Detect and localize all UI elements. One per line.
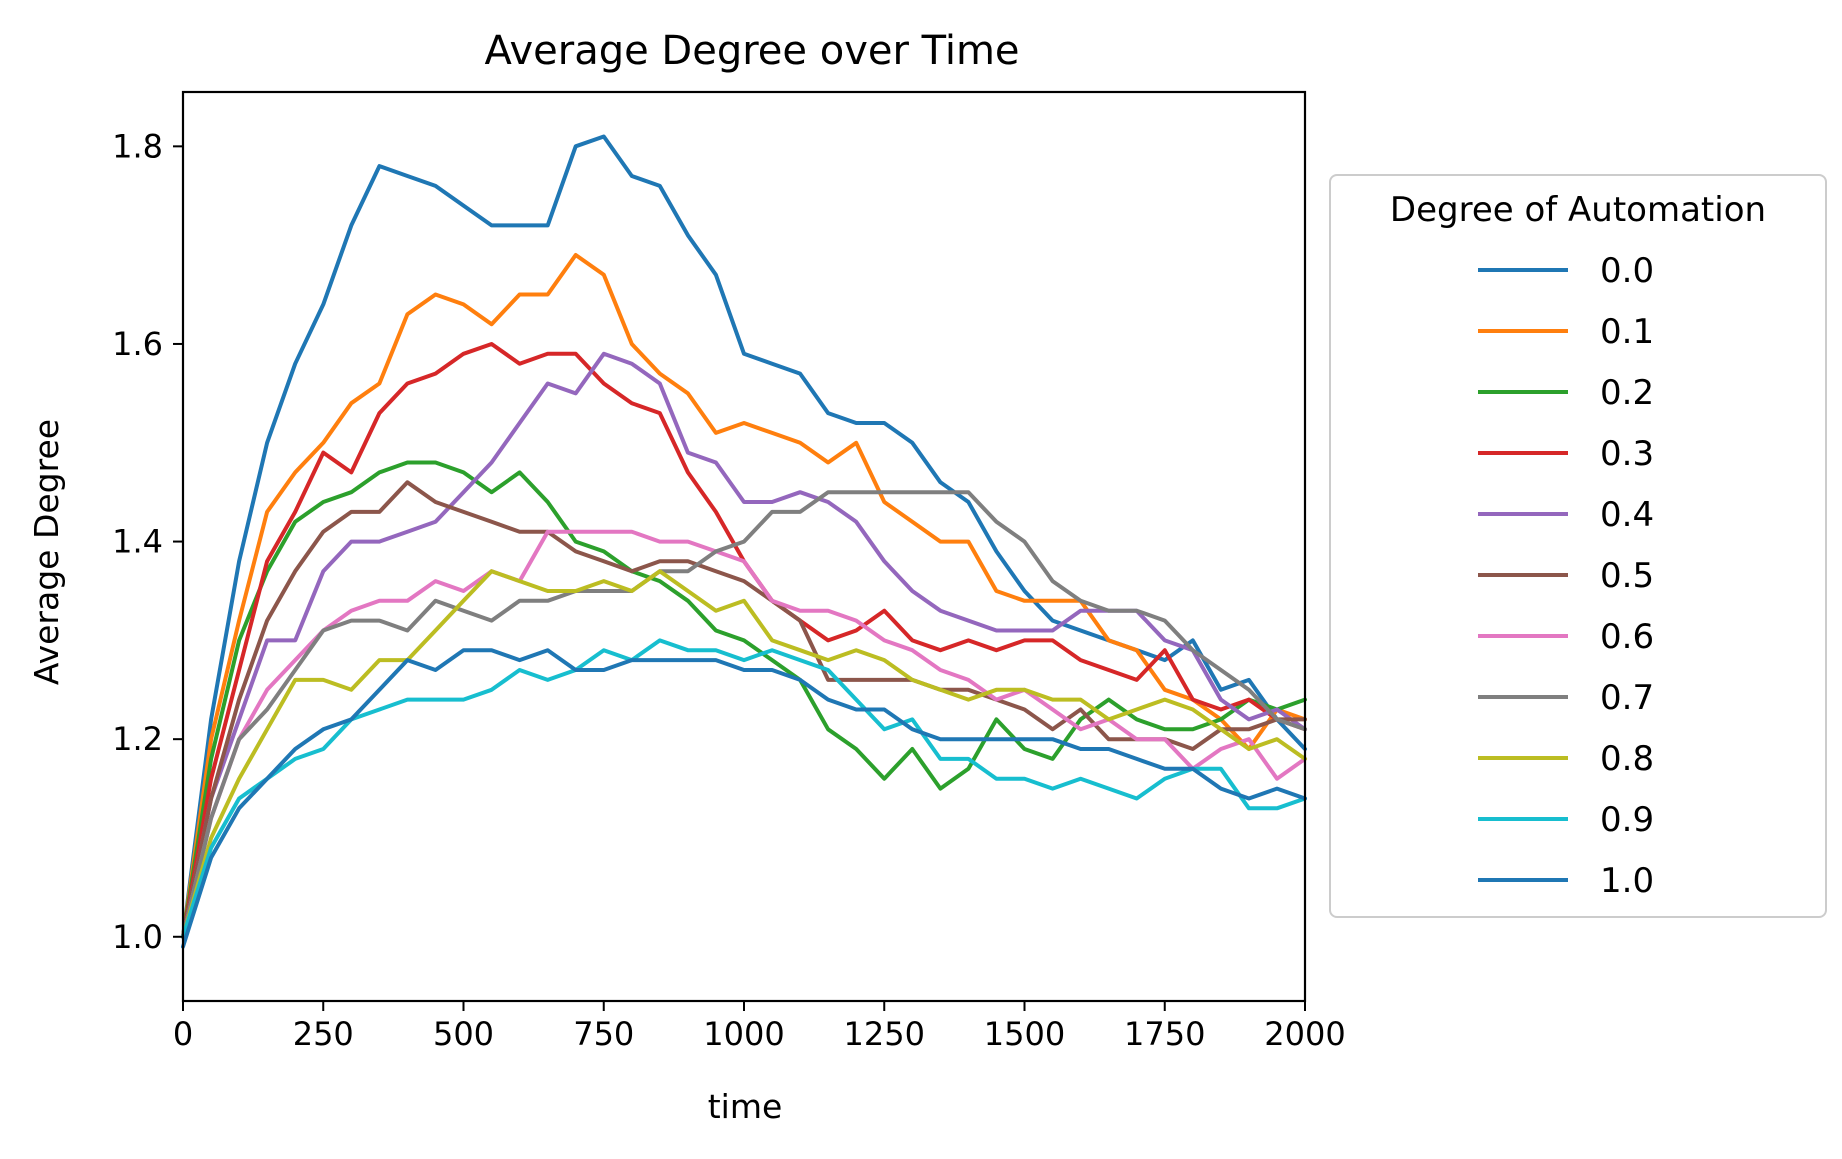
series-line-0.5 (181, 480, 1307, 939)
x-tick-label: 1250 (844, 1015, 925, 1053)
series-line-0.7 (181, 490, 1307, 939)
y-tick-label: 1.8 (112, 127, 163, 165)
x-tick-label: 1750 (1124, 1015, 1205, 1053)
legend-label-0.6: 0.6 (1600, 617, 1654, 657)
x-tick-label: 250 (293, 1015, 354, 1053)
y-tick-label: 1.6 (112, 325, 163, 363)
x-tick-label: 2000 (1264, 1015, 1345, 1053)
legend-frame (1329, 174, 1827, 918)
x-axis-label: time (708, 1087, 783, 1126)
chart-title: Average Degree over Time (484, 28, 1019, 74)
legend-label-0.5: 0.5 (1600, 556, 1654, 596)
x-tick-label: 0 (173, 1015, 193, 1053)
legend-items: 0.0 0.1 0.2 0.3 0.4 0.5 0.6 0.7 0.8 0.9 1.0 (1478, 251, 1654, 901)
legend-title: Degree of Automation (1390, 190, 1766, 230)
plot-area (181, 134, 1307, 949)
series-line-0.9 (181, 638, 1307, 939)
legend-label-0.9: 0.9 (1600, 800, 1654, 840)
x-tick-label: 1000 (703, 1015, 784, 1053)
y-tick-label: 1.0 (112, 918, 163, 956)
legend-label-0.1: 0.1 (1600, 312, 1654, 352)
legend-label-1.0: 1.0 (1600, 861, 1654, 901)
legend-label-0.2: 0.2 (1600, 373, 1654, 413)
y-axis-label: Average Degree (27, 419, 66, 685)
legend: Degree of Automation 0.00.10.20.30.40.50… (1329, 174, 1827, 918)
legend-label-0.4: 0.4 (1600, 495, 1654, 535)
series-line-0.1 (181, 253, 1307, 939)
y-axis: 1.0 1.2 1.4 1.6 1.8 (112, 127, 183, 956)
x-tick-label: 750 (573, 1015, 634, 1053)
x-tick-label: 1500 (984, 1015, 1065, 1053)
legend-label-0.8: 0.8 (1600, 739, 1654, 779)
x-tick-label: 500 (433, 1015, 494, 1053)
legend-label-0.3: 0.3 (1600, 434, 1654, 474)
series-line-1.0 (181, 648, 1307, 949)
y-tick-label: 1.4 (112, 523, 163, 561)
series-line-0.2 (181, 460, 1307, 939)
series-line-0.8 (181, 569, 1307, 939)
legend-label-0.0: 0.0 (1600, 251, 1654, 291)
series-line-0.6 (181, 529, 1307, 939)
legend-label-0.7: 0.7 (1600, 678, 1654, 718)
x-axis: 0 250 500 750 1000 1250 1500 1750 2000 (173, 1001, 1346, 1053)
y-tick-label: 1.2 (112, 720, 163, 758)
